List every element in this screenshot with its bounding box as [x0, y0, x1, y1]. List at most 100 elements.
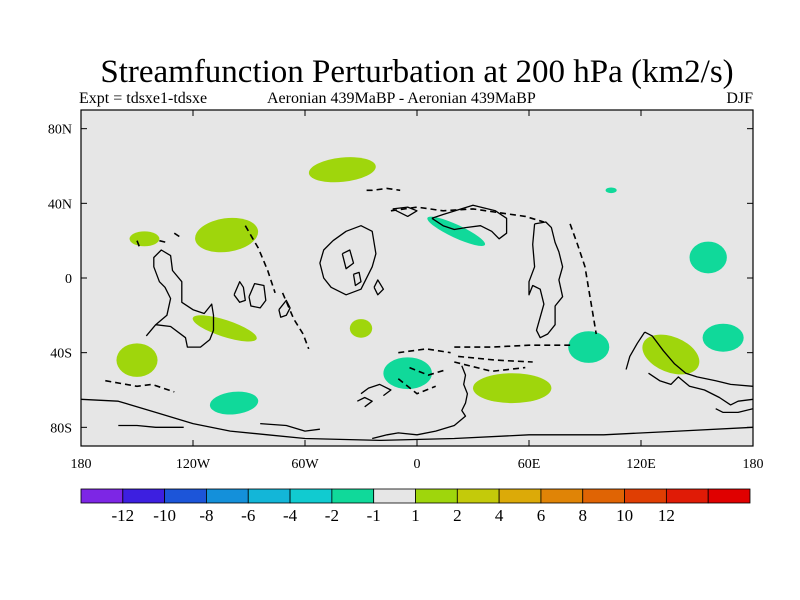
- dashed-coast-5: [454, 361, 526, 373]
- colorbar-label-1: -12: [111, 506, 134, 525]
- coastline-4: [278, 299, 291, 318]
- anomaly-region-7: [473, 373, 552, 404]
- coastline-8: [373, 279, 385, 296]
- dashed-coast-7: [281, 292, 310, 350]
- coastline-3: [248, 282, 267, 309]
- dashed-coast-15: [409, 366, 448, 376]
- y-tick-label-2: 0: [65, 272, 72, 287]
- dashed-coast-6: [244, 225, 276, 294]
- anomaly-region-9: [427, 216, 486, 246]
- colorbar-swatch-11: [498, 488, 542, 504]
- colorbar-swatch-16: [707, 488, 751, 504]
- coastline-6: [341, 249, 355, 270]
- coastline-13: [625, 331, 646, 370]
- x-tick-label-3: 0: [414, 457, 421, 472]
- colorbar-label-8: 1: [411, 506, 420, 525]
- coastline-layer: [81, 204, 753, 442]
- colorbar-label-11: 6: [537, 506, 546, 525]
- anomaly-region-1: [129, 231, 160, 247]
- coastline-17: [118, 424, 184, 428]
- x-tick-label-0: 180: [71, 457, 92, 472]
- colorbar-label-10: 4: [495, 506, 504, 525]
- dashed-coast-10: [136, 240, 142, 251]
- coastline-21: [715, 408, 753, 414]
- dashed-coast-1: [366, 187, 401, 192]
- anomaly-region-6: [349, 319, 373, 338]
- colorbar-swatch-7: [331, 488, 375, 504]
- colorbar-swatch-4: [206, 488, 249, 504]
- colorbar-swatch-3: [164, 488, 207, 504]
- colorbar-swatch-13: [582, 488, 625, 504]
- colorbar-swatch-2: [122, 488, 166, 504]
- colorbar-swatch-14: [624, 488, 667, 504]
- colorbar-swatch-6: [289, 488, 333, 504]
- y-axis: 80N 40N 0 40S 80S: [48, 123, 753, 436]
- x-axis: 180 120W 60W 0 60E 120E 180: [71, 110, 764, 472]
- colorbar-label-2: -10: [153, 506, 176, 525]
- dashed-coast-14: [397, 378, 436, 395]
- coastline-14: [648, 372, 753, 406]
- anomaly-region-15: [209, 391, 259, 415]
- y-tick-label-1: 40N: [48, 197, 72, 212]
- dashed-coast-layer: [105, 187, 597, 395]
- anomaly-region-2: [195, 217, 259, 253]
- colorbar-swatch-8: [373, 488, 416, 504]
- coastline-15: [81, 398, 753, 442]
- coastline-5: [319, 225, 377, 296]
- coastline-12: [644, 331, 753, 387]
- dashed-coast-13: [398, 348, 451, 354]
- colorbar-label-14: 12: [658, 506, 675, 525]
- colorbar-swatch-15: [665, 488, 709, 504]
- x-tick-label-5: 120E: [626, 457, 656, 472]
- anomaly-region-5: [116, 343, 158, 377]
- anomaly-region-14: [383, 357, 432, 390]
- coastline-11: [528, 221, 564, 339]
- colorbar-swatch-5: [247, 488, 291, 504]
- dashed-coast-9: [569, 223, 597, 335]
- dashed-coast-4: [458, 355, 533, 363]
- colorbar-label-13: 10: [616, 506, 633, 525]
- chart-title: Streamfunction Perturbation at 200 hPa (…: [100, 54, 734, 90]
- map-background: [81, 110, 753, 446]
- y-tick-label-0: 80N: [48, 123, 72, 138]
- colorbar: -12 -10 -8 -6 -4 -2 -1 1 2 4 6 8 10 12: [80, 488, 751, 525]
- anomaly-region-3: [308, 157, 376, 183]
- anomaly-region-12: [702, 323, 744, 352]
- colorbar-swatch-10: [456, 488, 500, 504]
- y-tick-label-3: 40S: [50, 347, 72, 362]
- coastline-10: [392, 206, 418, 218]
- colorbar-label-6: -2: [325, 506, 339, 525]
- y-tick-label-4: 80S: [50, 421, 72, 436]
- colorbar-label-9: 2: [453, 506, 462, 525]
- experiment-label: Expt = tdsxe1-tdsxe: [79, 90, 208, 107]
- colorbar-swatch-1: [80, 488, 124, 504]
- x-tick-label-1: 120W: [176, 457, 211, 472]
- colorbar-swatch-9: [415, 488, 458, 504]
- x-tick-label-2: 60W: [291, 457, 319, 472]
- colorbar-label-7: -1: [367, 506, 381, 525]
- coastline-18: [260, 422, 320, 432]
- anomaly-region-10: [605, 187, 617, 194]
- period-label: Aeronian 439MaBP - Aeronian 439MaBP: [267, 90, 536, 107]
- season-label: DJF: [726, 90, 753, 107]
- coastline-16: [372, 365, 469, 440]
- anomaly-region-8: [642, 334, 700, 375]
- dashed-coast-11: [159, 239, 168, 244]
- x-tick-label-4: 60E: [518, 457, 541, 472]
- anomaly-region-13: [568, 331, 610, 363]
- anomaly-layer: [116, 157, 744, 415]
- dashed-coast-12: [173, 232, 181, 238]
- coastline-1: [145, 249, 215, 348]
- anomaly-region-4: [192, 315, 257, 342]
- dashed-coast-2: [390, 206, 545, 223]
- colorbar-swatch-12: [540, 488, 584, 504]
- colorbar-label-12: 8: [579, 506, 588, 525]
- colorbar-label-5: -4: [283, 506, 298, 525]
- coastline-20: [357, 396, 373, 408]
- x-tick-label-6: 180: [743, 457, 764, 472]
- colorbar-label-4: -6: [241, 506, 255, 525]
- anomaly-region-11: [689, 241, 727, 274]
- coastline-9: [431, 204, 508, 240]
- colorbar-label-3: -8: [199, 506, 213, 525]
